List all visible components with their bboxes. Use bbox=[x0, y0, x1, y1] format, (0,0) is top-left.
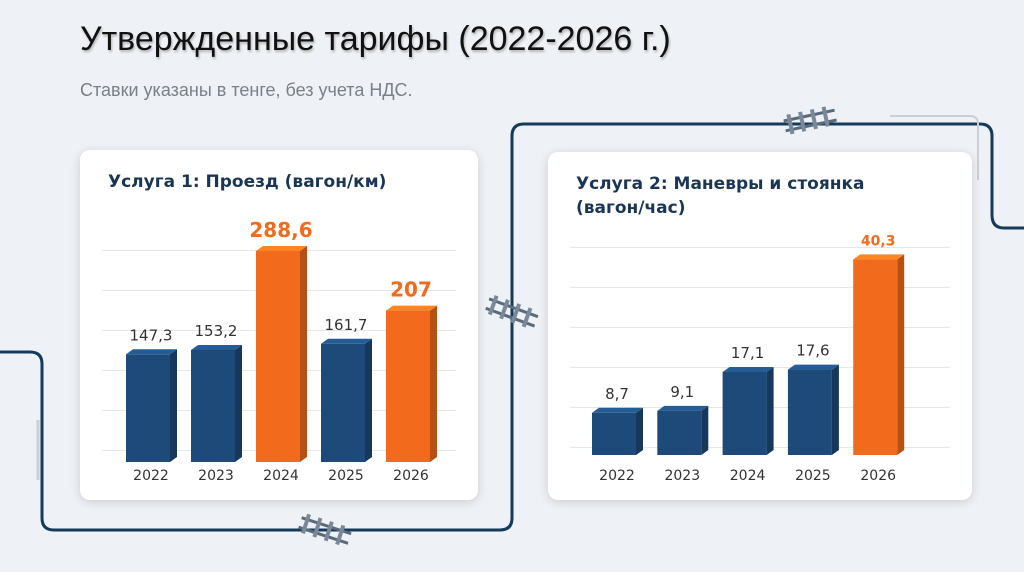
bar bbox=[853, 259, 898, 455]
value-label: 161,7 bbox=[325, 316, 368, 334]
value-label: 153,2 bbox=[195, 322, 238, 340]
value-label: 147,3 bbox=[130, 326, 173, 344]
bar bbox=[722, 371, 767, 455]
value-label: 17,6 bbox=[796, 342, 829, 360]
bar-top bbox=[722, 366, 774, 372]
bar-top bbox=[853, 254, 905, 260]
chart: 2022 8,7 2023 9,1 2024 17,1 2025 17,6 2026 40,3 bbox=[592, 233, 905, 484]
bar-top bbox=[256, 245, 307, 251]
chart-title: Услуга 2: Маневры и стоянка (вагон/час) bbox=[576, 174, 865, 218]
x-tick-label: 2023 bbox=[198, 468, 234, 484]
value-label: 8,7 bbox=[605, 385, 629, 403]
bar-side bbox=[235, 344, 242, 462]
bar-side bbox=[701, 405, 709, 455]
bar-side bbox=[897, 254, 905, 455]
value-label: 9,1 bbox=[670, 383, 694, 401]
bar-top bbox=[386, 305, 437, 311]
bar bbox=[657, 410, 702, 455]
value-label: 40,3 bbox=[861, 233, 896, 249]
x-tick-label: 2025 bbox=[328, 468, 364, 484]
x-tick-label: 2023 bbox=[664, 468, 700, 484]
bar bbox=[386, 310, 430, 462]
bar-top bbox=[126, 349, 177, 355]
bar bbox=[592, 412, 636, 455]
track-icon bbox=[783, 106, 837, 135]
bar-side bbox=[831, 364, 839, 455]
bar bbox=[126, 354, 170, 462]
page-title: Утвержденные тарифы (2022-2026 г.) bbox=[80, 20, 671, 58]
bar-side bbox=[300, 245, 307, 462]
track-icon bbox=[485, 295, 539, 328]
value-label: 17,1 bbox=[731, 344, 764, 362]
x-tick-label: 2025 bbox=[795, 468, 831, 484]
bar-top bbox=[592, 407, 643, 413]
x-tick-label: 2024 bbox=[730, 468, 766, 484]
bar-top bbox=[321, 338, 372, 344]
x-tick-label: 2026 bbox=[860, 468, 896, 484]
value-label: 288,6 bbox=[249, 218, 312, 242]
chart-card: Услуга 2: Маневры и стоянка (вагон/час) … bbox=[548, 152, 972, 500]
x-tick-label: 2022 bbox=[133, 468, 169, 484]
bar-top bbox=[191, 344, 242, 350]
bar-top bbox=[657, 405, 709, 411]
rail-line bbox=[0, 122, 1024, 532]
x-tick-label: 2024 bbox=[263, 468, 299, 484]
bar bbox=[787, 369, 832, 455]
value-label: 207 bbox=[390, 278, 432, 302]
bar bbox=[191, 349, 235, 462]
x-tick-label: 2022 bbox=[599, 468, 635, 484]
chart-title: Услуга 1: Проезд (вагон/км) bbox=[108, 172, 387, 192]
chart-card: Услуга 1: Проезд (вагон/км) 2022 147,3 202… bbox=[80, 150, 478, 500]
bar-side bbox=[636, 407, 643, 455]
chart: 2022 147,3 2023 153,2 2024 288,6 2025 161,7 2026… bbox=[126, 218, 437, 484]
bar-top bbox=[787, 364, 839, 370]
bar-side bbox=[170, 349, 177, 462]
bar bbox=[256, 250, 300, 462]
bar bbox=[321, 343, 365, 462]
rail-line bbox=[890, 115, 979, 180]
bar-side bbox=[430, 305, 437, 462]
x-tick-label: 2026 bbox=[393, 468, 429, 484]
bar-side bbox=[365, 338, 372, 462]
bar-side bbox=[766, 366, 774, 455]
page-subtitle: Ставки указаны в тенге, без учета НДС. bbox=[80, 80, 413, 100]
track-icon bbox=[298, 513, 352, 546]
